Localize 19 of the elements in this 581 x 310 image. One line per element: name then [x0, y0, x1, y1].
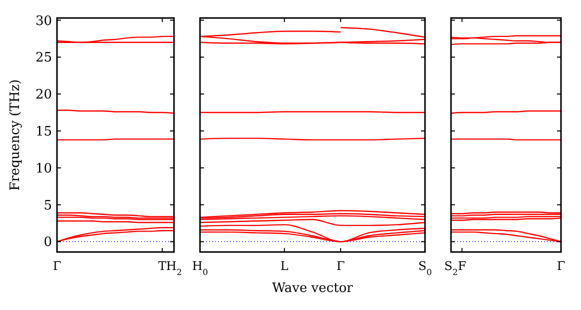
y-tick-label: 20	[35, 88, 52, 103]
x-tick-label: T	[158, 259, 166, 273]
y-axis-title: Frequency (THz)	[8, 79, 23, 191]
y-tick-label: 5	[44, 198, 52, 214]
x-tick-label: S$_{2}$	[444, 259, 458, 277]
x-tick-label: Γ	[556, 259, 566, 273]
x-tick-label: L	[280, 259, 288, 273]
x-tick-label: F	[458, 259, 466, 273]
y-tick-label: 0	[44, 235, 52, 250]
x-tick-label: H$_{0}$	[192, 259, 208, 277]
x-tick-label: Γ	[336, 259, 345, 273]
x-tick-label: S$_{0}$	[418, 259, 432, 277]
y-tick-label: 25	[35, 50, 52, 66]
x-tick-label: Γ	[52, 259, 62, 273]
y-tick-label: 30	[35, 14, 52, 29]
x-axis-title: Wave vector	[272, 281, 354, 296]
x-tick-label: H$_{2}$	[166, 259, 182, 277]
y-tick-label: 15	[35, 124, 52, 140]
y-tick-label: 10	[35, 161, 52, 176]
